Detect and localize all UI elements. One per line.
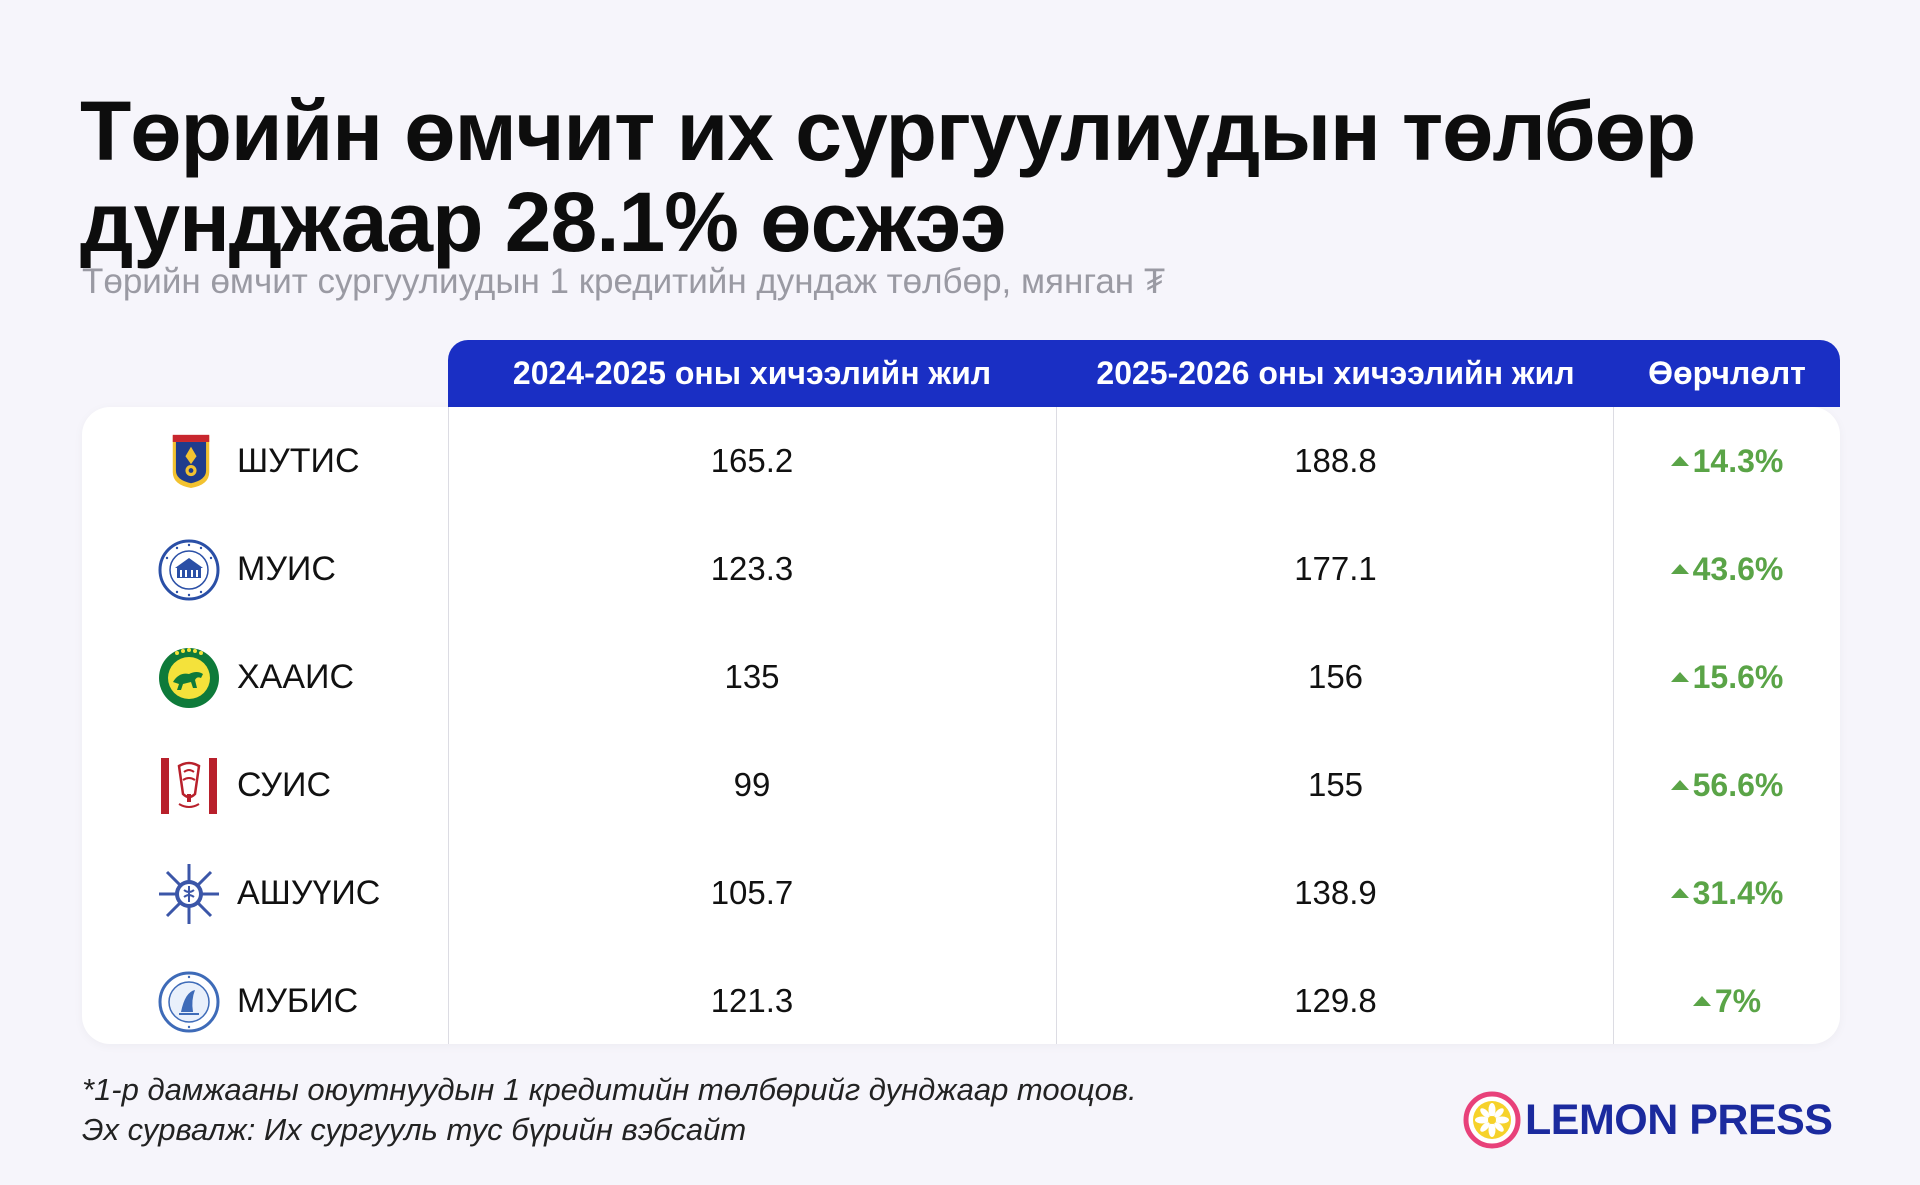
up-arrow-icon [1670, 779, 1689, 790]
shutis-logo [160, 433, 218, 491]
value-2024-2025: 99 [733, 766, 771, 803]
value-2025-2026: 188.8 [1294, 442, 1377, 479]
change-percent: 31.4% [1692, 875, 1784, 911]
chart-title: Төрийн өмчит их сургуулиудын төлбөр дунд… [80, 84, 1696, 269]
value-2024-2025: 135 [724, 658, 780, 695]
brand-name: LEMON PRESS [1525, 1096, 1833, 1144]
value-2024-2025: 165.2 [710, 442, 794, 479]
chart-subtitle: Төрийн өмчит сургуулиудын 1 кредитийн ду… [82, 262, 1166, 301]
up-arrow-icon [1670, 563, 1689, 574]
table-row: ШУТИС 165.2 188.8 14.3% [82, 407, 1840, 515]
up-arrow-icon [1670, 455, 1689, 466]
mubis-logo [158, 971, 220, 1033]
change-value: 31.4% [1614, 839, 1840, 947]
university-name: ШУТИС [237, 442, 360, 480]
change-value: 14.3% [1614, 407, 1840, 515]
value-2024-2025: 105.7 [710, 874, 794, 911]
university-name: МУИС [237, 550, 336, 588]
table-row: МУБИС 121.3 129.8 7% [82, 947, 1840, 1055]
footnote: *1-р дамжааны оюутнуудын 1 кредитийн төл… [82, 1070, 1137, 1150]
table-row: АШУҮИС 105.7 138.9 31.4% [82, 839, 1840, 947]
column-header-change: Өөрчлөлт [1648, 355, 1806, 391]
column-divider [1056, 407, 1057, 1044]
table-body [82, 407, 1840, 1044]
up-arrow-icon [1670, 887, 1689, 898]
university-name: МУБИС [237, 982, 359, 1020]
footnote-method: *1-р дамжааны оюутнуудын 1 кредитийн төл… [82, 1072, 1137, 1107]
khaais-logo [159, 648, 219, 708]
column-header-2024: 2024-2025 оны хичээлийн жил [512, 355, 992, 391]
university-name: СУИС [237, 766, 332, 804]
value-2025-2026: 129.8 [1294, 982, 1377, 1019]
value-2024-2025: 123.3 [710, 550, 794, 587]
value-2025-2026: 155 [1307, 766, 1364, 803]
value-2025-2026: 156 [1307, 658, 1364, 695]
table-row: СУИС 99 155 56.6% [82, 731, 1840, 839]
brand-logo: LEMON PRESS [1463, 1090, 1843, 1150]
table-row: ХААИС 135 156 15.6% [82, 623, 1840, 731]
change-value: 43.6% [1614, 515, 1840, 623]
muis-logo [158, 539, 220, 601]
lemon-icon [1463, 1091, 1521, 1149]
change-percent: 14.3% [1692, 443, 1784, 479]
change-value: 56.6% [1614, 731, 1840, 839]
university-name: АШУҮИС [237, 874, 381, 912]
value-2025-2026: 177.1 [1294, 550, 1377, 587]
column-header-2025: 2025-2026 оны хичээлийн жил [1096, 355, 1575, 391]
up-arrow-icon [1670, 671, 1689, 682]
value-2025-2026: 138.9 [1294, 874, 1377, 911]
change-value: 7% [1614, 947, 1840, 1055]
change-percent: 7% [1714, 983, 1762, 1019]
up-arrow-icon [1692, 995, 1711, 1006]
change-percent: 56.6% [1692, 767, 1784, 803]
change-percent: 15.6% [1692, 659, 1784, 695]
table-header-band [448, 340, 1840, 407]
university-name: ХААИС [237, 658, 355, 696]
change-value: 15.6% [1614, 623, 1840, 731]
value-2024-2025: 121.3 [710, 982, 794, 1019]
change-percent: 43.6% [1692, 551, 1784, 587]
column-divider [1613, 407, 1614, 1044]
table-row: МУИС 123.3 177.1 43.6% [82, 515, 1840, 623]
ashuuis-logo [159, 864, 219, 924]
suis-logo [160, 757, 218, 815]
footnote-source: Эх сурвалж: Их сургууль тус бүрийн вэбса… [82, 1112, 747, 1147]
column-divider [448, 407, 449, 1044]
